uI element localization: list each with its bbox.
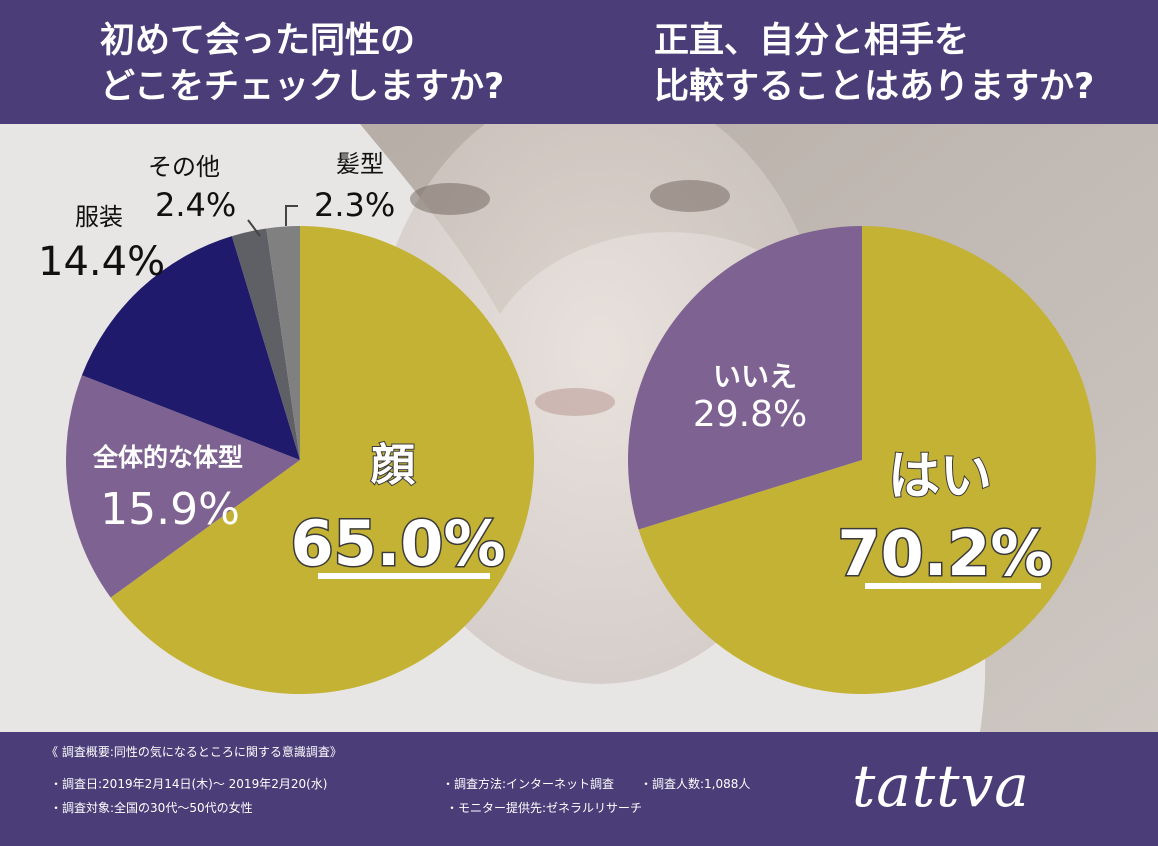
survey-target: ・調査対象:全国の30代〜50代の女性 — [50, 801, 253, 815]
survey-title: 《 調査概要:同性の気になるところに関する意識調査》 — [46, 745, 342, 759]
footer-survey-info — [0, 732, 1158, 846]
slice-label-no: いいえ — [713, 360, 797, 393]
right-question-title: 正直、自分と相手を 比較することはありますか? — [654, 21, 1095, 107]
underline-yes — [865, 583, 1041, 589]
underline-face — [318, 573, 490, 579]
slice-value-hair: 2.3% — [314, 186, 395, 224]
survey-count: ・調査人数:1,088人 — [640, 777, 751, 791]
header-banner: 初めて会った同性の どこをチェックしますか? 正直、自分と相手を 比較することは… — [0, 0, 1158, 124]
brand-logo: tattva — [852, 752, 1030, 820]
survey-provider: ・モニター提供先:ゼネラルリサーチ — [446, 801, 643, 815]
leader-line-hair — [285, 205, 298, 226]
slice-label-yes: はい — [888, 447, 992, 507]
pie-slice-3 — [231, 228, 300, 460]
pie-chart-comparison — [628, 226, 1096, 694]
slice-value-no: 29.8% — [693, 394, 807, 435]
slice-label-clothes: 服装 — [75, 203, 123, 231]
survey-date: ・調査日:2019年2月14日(木)〜 2019年2月20(水) — [50, 777, 328, 791]
slice-label-other: その他 — [148, 153, 220, 181]
pie-slice-1 — [628, 226, 862, 530]
leader-line-other — [247, 219, 261, 237]
left-question-title: 初めて会った同性の どこをチェックしますか? — [100, 21, 505, 107]
slice-value-body: 15.9% — [100, 484, 240, 535]
slice-label-hair: 髪型 — [336, 150, 384, 178]
pie-slice-0 — [638, 226, 1096, 694]
slice-label-face: 顔 — [371, 440, 416, 491]
slice-label-body: 全体的な体型 — [92, 443, 243, 472]
slice-value-other: 2.4% — [155, 186, 236, 224]
survey-method: ・調査方法:インターネット調査 — [442, 777, 615, 791]
slice-value-yes: 70.2% — [837, 517, 1052, 590]
pie-slice-1 — [65, 375, 300, 598]
pie-slice-2 — [81, 236, 301, 460]
pie-slice-4 — [266, 226, 300, 460]
slice-value-clothes: 14.4% — [38, 239, 165, 285]
slice-value-face: 65.0% — [290, 507, 505, 580]
